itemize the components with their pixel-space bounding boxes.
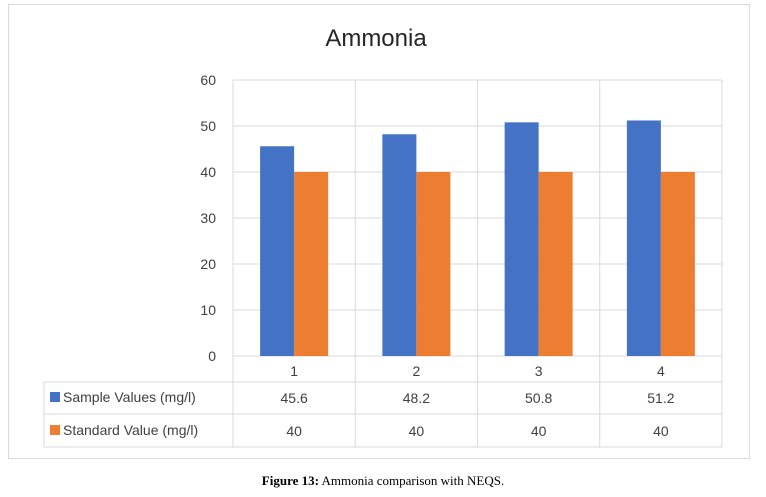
bar-standard-2	[416, 172, 451, 356]
data-table-value: 40	[531, 423, 547, 439]
data-table-value: 40	[286, 423, 302, 439]
legend-label: Standard Value (mg/l)	[63, 422, 198, 438]
bar-sample-3	[504, 122, 539, 356]
y-tick-label: 20	[200, 256, 216, 272]
category-label: 3	[535, 363, 543, 379]
data-table: Sample Values (mg/l) 45.6 48.2 50.8 51.2 Stan…	[43, 381, 722, 448]
data-table-value: 40	[409, 423, 425, 439]
caption-text: Ammonia comparison with NEQS.	[318, 473, 505, 488]
legend-label: Sample Values (mg/l)	[63, 389, 196, 405]
caption-label: Figure 13:	[261, 473, 319, 488]
data-table-value: 50.8	[525, 390, 552, 406]
category-label: 2	[412, 363, 420, 379]
legend-key-sample	[50, 392, 60, 402]
figure-caption: Figure 13: Ammonia comparison with NEQS.	[0, 473, 766, 489]
ammonia-bar-chart: Ammonia 0 10 20 30 40 50 60 1 2 3 4 Sample Values …	[43, 25, 723, 448]
data-table-value: 48.2	[403, 390, 430, 406]
y-tick-label: 40	[200, 164, 216, 180]
y-tick-label: 0	[208, 348, 216, 364]
y-tick-label: 30	[200, 210, 216, 226]
y-tick-label: 50	[200, 118, 216, 134]
axis-layer: 0 10 20 30 40 50 60 1 2 3 4	[200, 72, 665, 379]
bar-layer	[260, 120, 695, 356]
legend-key-standard	[50, 425, 60, 435]
bar-standard-4	[660, 172, 695, 356]
bar-standard-1	[294, 172, 329, 356]
bar-sample-4	[626, 120, 661, 356]
bar-standard-3	[538, 172, 573, 356]
y-tick-label: 10	[200, 302, 216, 318]
chart-title: Ammonia	[325, 25, 427, 52]
category-label: 4	[657, 363, 665, 379]
bar-sample-1	[260, 146, 295, 356]
y-tick-label: 60	[200, 72, 216, 88]
data-table-value: 40	[653, 423, 669, 439]
category-label: 1	[290, 363, 298, 379]
data-table-value: 45.6	[281, 390, 308, 406]
bar-sample-2	[382, 134, 417, 356]
data-table-value: 51.2	[647, 390, 674, 406]
